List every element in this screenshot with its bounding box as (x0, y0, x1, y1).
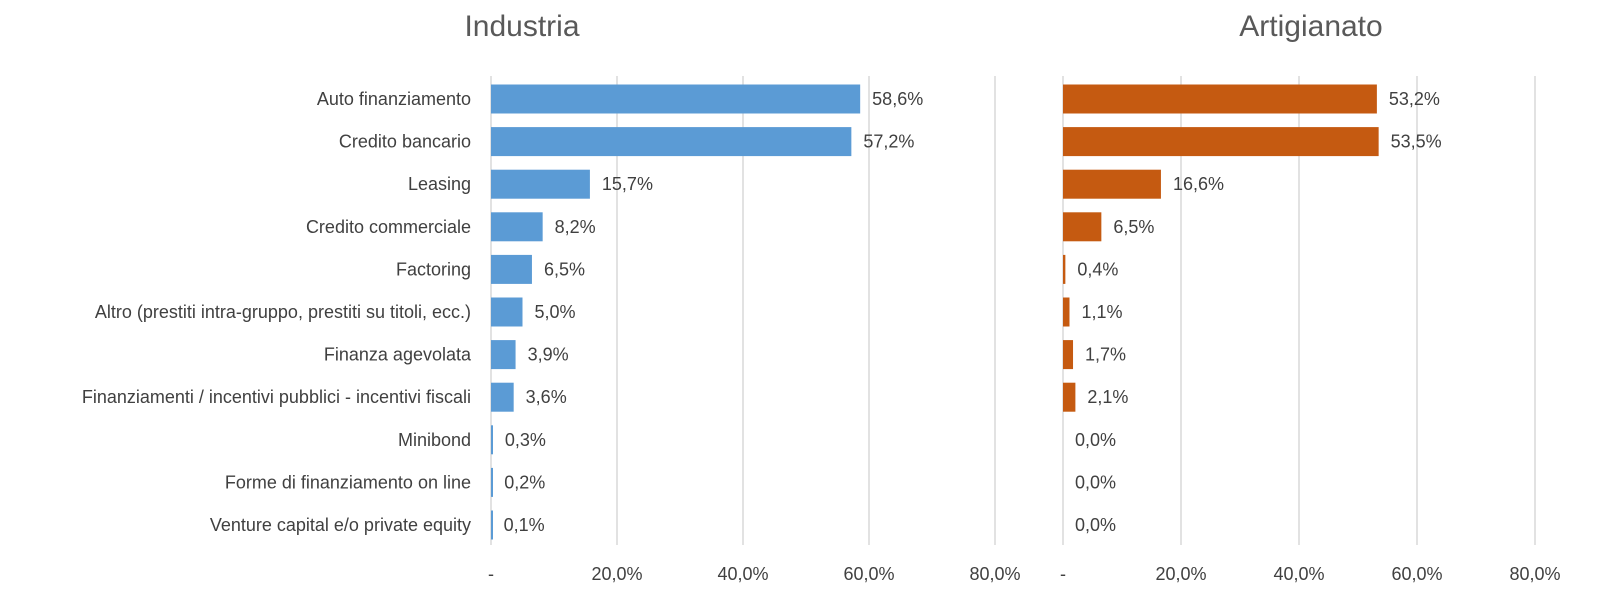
data-label: 8,2% (555, 217, 596, 237)
x-tick-label: - (1060, 564, 1066, 584)
bar (491, 254, 532, 284)
x-tick-label: 20,0% (1155, 564, 1206, 584)
category-label: Finanziamenti / incentivi pubblici - inc… (82, 387, 471, 407)
bar (491, 382, 514, 412)
category-label: Factoring (396, 259, 471, 279)
x-tick-label: 60,0% (843, 564, 894, 584)
data-label: 0,0% (1075, 472, 1116, 492)
data-label: 0,3% (505, 430, 546, 450)
x-tick-label: 40,0% (717, 564, 768, 584)
bar (1063, 84, 1377, 114)
data-label: 5,0% (535, 302, 576, 322)
bar (1063, 254, 1066, 284)
bar (491, 84, 861, 114)
data-label: 6,5% (544, 259, 585, 279)
chart-panel-industria: Industria - 20,0% 40,0% 60,0% 80,0% 58,6% Auto … (82, 10, 1021, 584)
bar (491, 340, 516, 370)
x-tick-label: 20,0% (591, 564, 642, 584)
category-label: Auto finanziamento (317, 89, 471, 109)
bar (1063, 169, 1161, 199)
data-label: 58,6% (872, 89, 923, 109)
x-tick-label: 80,0% (969, 564, 1020, 584)
data-label: 57,2% (863, 132, 914, 152)
bar (1063, 340, 1074, 370)
chart-title: Industria (464, 10, 579, 43)
data-label: 16,6% (1173, 174, 1224, 194)
chart-title: Artigianato (1239, 10, 1382, 43)
bar (1063, 212, 1102, 242)
data-label: 1,1% (1081, 302, 1122, 322)
category-label: Venture capital e/o private equity (210, 515, 471, 535)
data-label: 0,4% (1077, 259, 1118, 279)
bar (491, 212, 543, 242)
bar (491, 425, 493, 455)
bar (491, 467, 493, 497)
category-label: Credito commerciale (306, 217, 471, 237)
data-label: 0,2% (504, 472, 545, 492)
data-label: 53,5% (1391, 132, 1442, 152)
data-label: 6,5% (1113, 217, 1154, 237)
bar (491, 169, 590, 199)
bar (1063, 127, 1379, 157)
data-label: 0,1% (504, 515, 545, 535)
data-label: 53,2% (1389, 89, 1440, 109)
x-tick-label: 40,0% (1273, 564, 1324, 584)
category-label: Credito bancario (339, 132, 471, 152)
category-label: Finanza agevolata (324, 345, 472, 365)
x-tick-label: - (488, 564, 494, 584)
bar (1063, 382, 1076, 412)
chart-panel-artigianato: Artigianato - 20,0% 40,0% 60,0% 80,0% 53,2% 53,… (1060, 10, 1561, 584)
x-tick-label: 80,0% (1509, 564, 1560, 584)
category-label: Altro (prestiti intra-gruppo, prestiti s… (95, 302, 471, 322)
x-tick-label: 60,0% (1391, 564, 1442, 584)
category-label: Minibond (398, 430, 471, 450)
bar (491, 127, 852, 157)
data-label: 0,0% (1075, 515, 1116, 535)
data-label: 1,7% (1085, 345, 1126, 365)
data-label: 2,1% (1087, 387, 1128, 407)
data-label: 0,0% (1075, 430, 1116, 450)
category-label: Forme di finanziamento on line (225, 472, 471, 492)
bar (491, 510, 493, 540)
bar (491, 297, 523, 327)
data-label: 15,7% (602, 174, 653, 194)
data-label: 3,6% (526, 387, 567, 407)
data-label: 3,9% (528, 345, 569, 365)
bar (1063, 297, 1070, 327)
category-label: Leasing (408, 174, 471, 194)
